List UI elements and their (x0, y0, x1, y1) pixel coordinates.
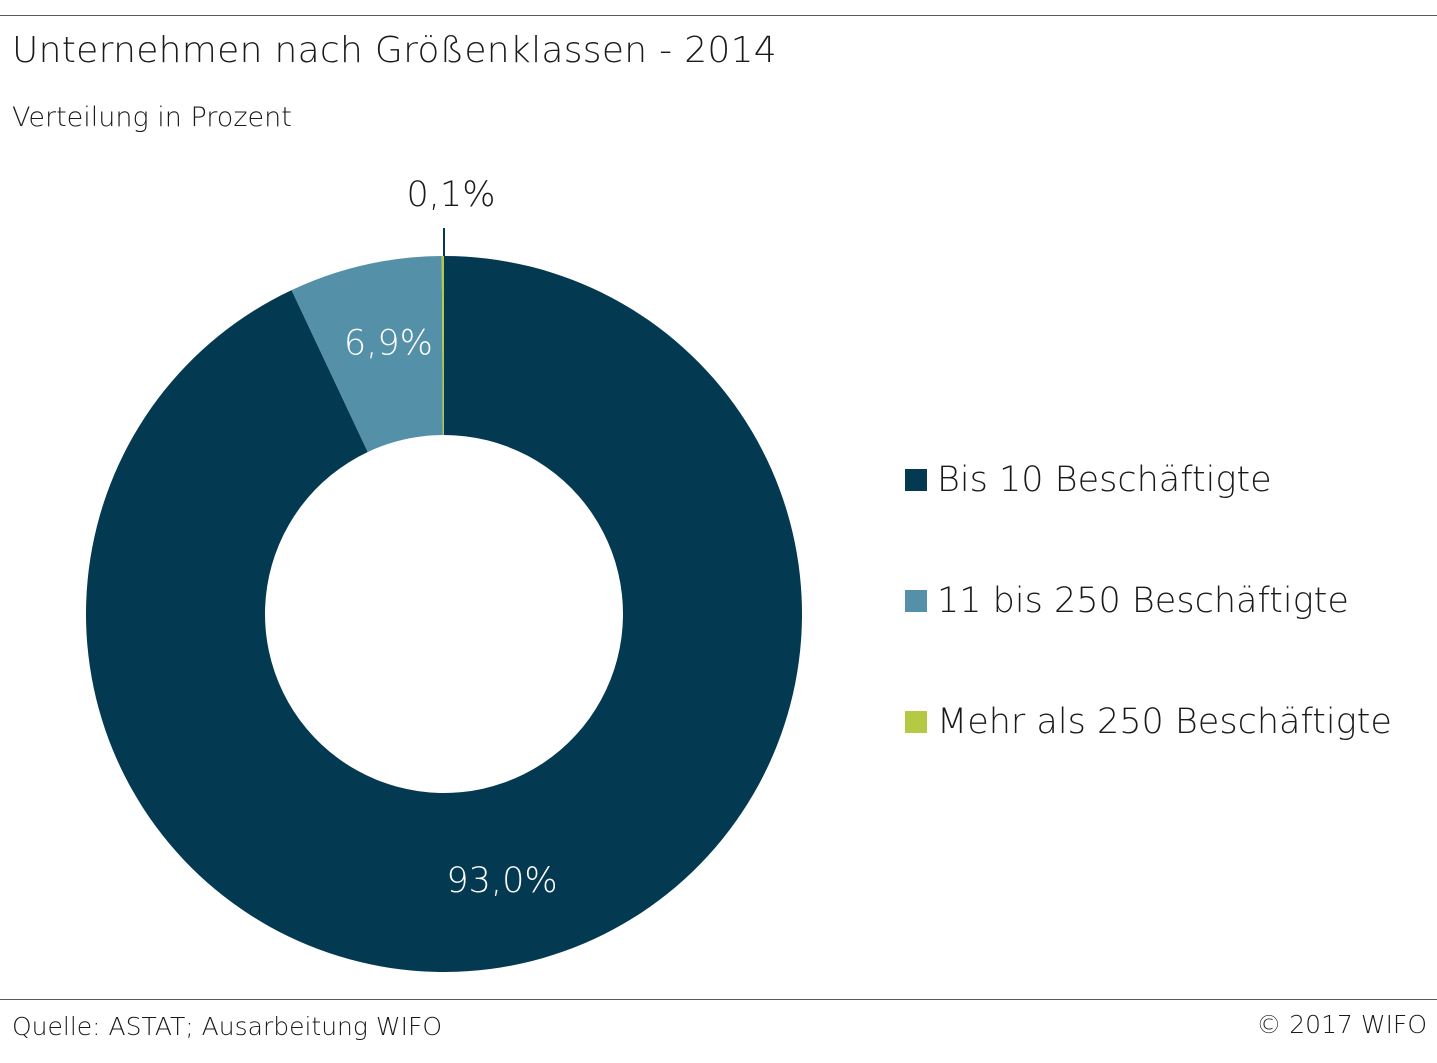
donut-slices (86, 256, 803, 972)
top-rule (0, 15, 1437, 16)
legend-label-mehr-als-250: Mehr als 250 Beschäftigte (937, 702, 1392, 742)
slice-mehr-als-250 (441, 256, 444, 436)
donut-labels: 93,0% 6,9% 0,1% (344, 175, 558, 901)
legend-swatch-11-bis-250 (905, 590, 927, 612)
data-label-bis-10: 93,0% (446, 861, 557, 901)
data-label-mehr-als-250: 0,1% (407, 175, 496, 215)
slice-bis-10 (86, 256, 803, 972)
legend-item-mehr-als-250: Mehr als 250 Beschäftigte (905, 702, 1392, 742)
legend-swatch-mehr-als-250 (905, 711, 927, 733)
copyright-note: © 2017 WIFO (1256, 1010, 1427, 1039)
legend-item-bis-10: Bis 10 Beschäftigte (905, 460, 1272, 500)
source-note: Quelle: ASTAT; Ausarbeitung WIFO (12, 1012, 443, 1041)
chart-subtitle: Verteilung in Prozent (12, 102, 292, 133)
data-label-11-bis-250: 6,9% (344, 323, 433, 363)
legend-label-11-bis-250: 11 bis 250 Beschäftigte (937, 581, 1349, 621)
chart-title: Unternehmen nach Größenklassen - 2014 (12, 30, 778, 71)
slice-11-bis-250 (291, 256, 443, 453)
legend-label-bis-10: Bis 10 Beschäftigte (937, 460, 1272, 500)
bottom-rule (0, 999, 1437, 1000)
legend-swatch-bis-10 (905, 469, 927, 491)
legend-item-11-bis-250: 11 bis 250 Beschäftigte (905, 581, 1349, 621)
donut-chart: 93,0% 6,9% 0,1% (86, 175, 803, 972)
